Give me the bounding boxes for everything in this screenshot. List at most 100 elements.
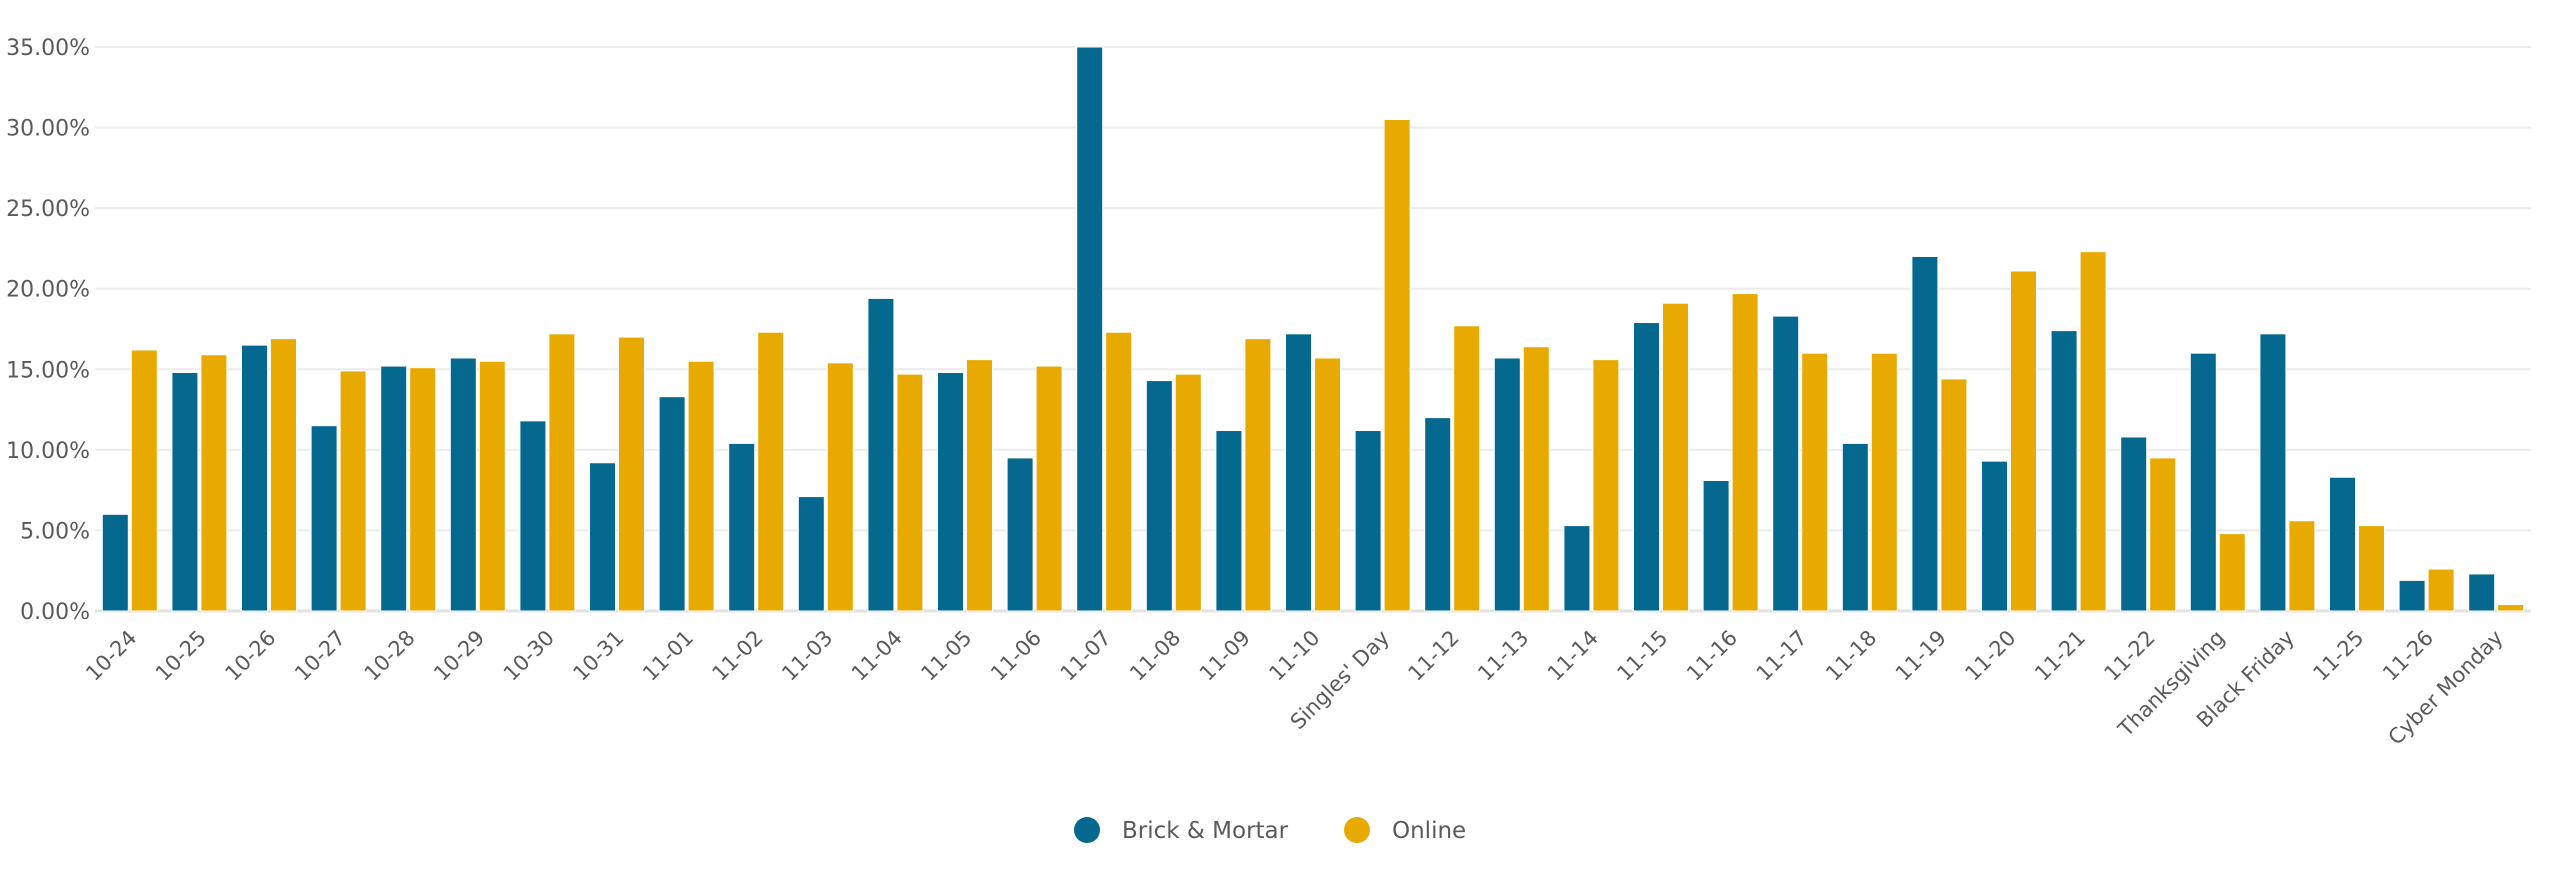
- bar-online: [1731, 293, 1759, 612]
- bar-online: [896, 373, 924, 612]
- x-axis-labels: 10-24 10-25 10-26 10-27 10-28 10-29 10-30 10-31…: [81, 626, 2508, 750]
- bars: [101, 46, 2525, 612]
- bar-online: [2288, 520, 2316, 612]
- bar-brick-mortar: [1633, 322, 1660, 612]
- bar-online: [2497, 604, 2525, 612]
- y-tick-label: 10.00%: [6, 439, 90, 464]
- y-tick-label: 0.00%: [20, 600, 90, 625]
- y-tick-label: 30.00%: [6, 117, 90, 142]
- x-tick-label: 11-08: [1125, 626, 1185, 686]
- x-tick-label: 11-03: [777, 626, 837, 686]
- bar-brick-mortar: [1493, 357, 1521, 612]
- bar-online: [966, 359, 993, 612]
- bar-online: [1453, 325, 1481, 612]
- legend-item[interactable]: Brick & Mortar: [1074, 817, 1289, 844]
- x-tick-label: 11-10: [1264, 626, 1324, 686]
- x-tick-label: 11-02: [708, 626, 768, 686]
- bar-brick-mortar: [1981, 460, 2008, 612]
- bar-online: [1383, 119, 1411, 612]
- bar-online: [1314, 357, 1341, 612]
- bar-brick-mortar: [589, 462, 616, 612]
- y-tick-label: 25.00%: [6, 197, 90, 222]
- legend-marker: [1344, 817, 1370, 843]
- x-tick-label: 11-13: [1473, 626, 1533, 686]
- bar-online: [1105, 331, 1133, 612]
- bar-online: [687, 360, 715, 612]
- x-tick-label: 11-16: [1682, 626, 1742, 686]
- bar-online: [1244, 338, 1272, 612]
- bar-brick-mortar: [101, 513, 129, 612]
- bar-brick-mortar: [2329, 476, 2356, 612]
- bar-brick-mortar: [2398, 579, 2426, 612]
- x-tick-label: 11-01: [638, 626, 698, 686]
- bar-online: [130, 349, 158, 612]
- bar-online: [1035, 365, 1063, 612]
- bar-brick-mortar: [797, 496, 825, 612]
- bar-brick-mortar: [1145, 380, 1173, 612]
- y-tick-label: 35.00%: [6, 36, 90, 61]
- bar-online: [1662, 302, 1689, 612]
- x-tick-label: 11-20: [1960, 626, 2020, 686]
- x-tick-label: 11-15: [1612, 626, 1672, 686]
- x-tick-label: 11-26: [2378, 626, 2438, 686]
- bar-brick-mortar: [2189, 352, 2217, 612]
- x-tick-label: 11-04: [847, 626, 907, 686]
- bar-brick-mortar: [728, 442, 756, 612]
- bar-brick-mortar: [380, 365, 408, 612]
- x-tick-label: 11-22: [2100, 626, 2160, 686]
- x-tick-label: 11-25: [2308, 626, 2368, 686]
- bar-brick-mortar: [1006, 457, 1034, 612]
- bar-brick-mortar: [310, 425, 338, 612]
- bar-brick-mortar: [1911, 255, 1939, 612]
- y-tick-label: 20.00%: [6, 278, 90, 303]
- x-tick-label: 10-27: [290, 626, 350, 686]
- bar-online: [1801, 352, 1829, 612]
- x-tick-label: 11-19: [1891, 626, 1951, 686]
- x-tick-label: 11-05: [916, 626, 976, 686]
- bar-brick-mortar: [867, 297, 895, 612]
- x-tick-label: 11-21: [2030, 626, 2090, 686]
- bar-online: [2149, 457, 2177, 612]
- bar-brick-mortar: [171, 372, 199, 612]
- bar-brick-mortar: [1215, 430, 1243, 612]
- bar-online: [270, 338, 297, 612]
- bar-online: [548, 333, 576, 612]
- y-tick-label: 15.00%: [6, 358, 90, 383]
- bar-brick-mortar: [241, 344, 268, 612]
- bar-online: [409, 367, 437, 612]
- bar-online: [1592, 359, 1620, 612]
- x-tick-label: 10-28: [360, 626, 420, 686]
- x-tick-label: 10-31: [568, 626, 628, 686]
- bar-brick-mortar: [1076, 46, 1104, 612]
- bar-brick-mortar: [519, 420, 547, 612]
- x-tick-label: 11-12: [1404, 626, 1464, 686]
- bar-online: [1174, 373, 1202, 612]
- legend-item[interactable]: Online: [1344, 817, 1466, 844]
- bar-online: [2427, 568, 2455, 612]
- x-tick-label: 11-17: [1752, 626, 1812, 686]
- x-tick-label: 10-29: [429, 626, 489, 686]
- bar-online: [618, 336, 645, 612]
- legend: Brick & Mortar Online: [1074, 817, 1466, 844]
- legend-label: Brick & Mortar: [1122, 818, 1289, 844]
- bar-online: [826, 362, 854, 612]
- bar-online: [200, 354, 228, 612]
- bar-brick-mortar: [1841, 442, 1869, 612]
- bar-online: [757, 331, 785, 612]
- bar-online: [2358, 525, 2385, 612]
- bar-brick-mortar: [1772, 315, 1800, 612]
- x-tick-label: 10-26: [220, 626, 280, 686]
- x-tick-label: 11-06: [986, 626, 1046, 686]
- bar-online: [2079, 251, 2107, 612]
- x-tick-label: 11-14: [1543, 626, 1603, 686]
- x-tick-label: 10-25: [151, 626, 211, 686]
- x-tick-label: 11-07: [1056, 626, 1116, 686]
- y-tick-label: 5.00%: [20, 519, 90, 544]
- bar-brick-mortar: [937, 372, 964, 612]
- bar-online: [478, 360, 506, 612]
- bar-brick-mortar: [2468, 573, 2496, 612]
- bar-online: [1522, 346, 1550, 612]
- bar-brick-mortar: [658, 396, 686, 612]
- bar-brick-mortar: [2259, 333, 2287, 612]
